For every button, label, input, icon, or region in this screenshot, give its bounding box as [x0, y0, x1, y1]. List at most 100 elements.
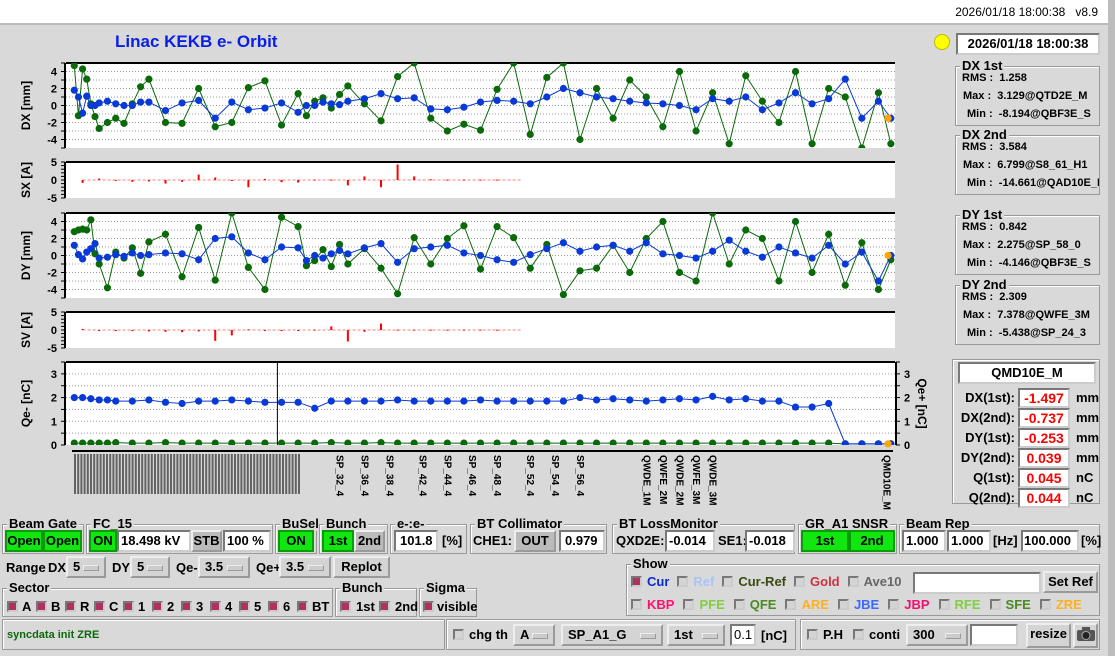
- show-kbp-checkbox[interactable]: KBP: [631, 597, 674, 612]
- x-tick-label-cluster: [269, 454, 272, 494]
- qem-range-select[interactable]: 3.5: [198, 556, 250, 578]
- rep-value-1: 1.000: [902, 530, 946, 552]
- sector-r-checkbox[interactable]: R: [65, 599, 89, 614]
- data-point: [460, 439, 468, 445]
- gr-2nd-button[interactable]: 2nd: [849, 530, 895, 552]
- bar: [280, 180, 283, 183]
- monitor-value: 0.044: [1018, 488, 1070, 508]
- bunch-1st-checkbox[interactable]: 1st: [340, 599, 375, 614]
- dx-range-select[interactable]: 5: [66, 556, 106, 578]
- chg-threshold-input[interactable]: 0.1: [730, 624, 756, 646]
- show-zre-checkbox[interactable]: ZRE: [1039, 597, 1082, 612]
- beam-gate-button-1[interactable]: Open: [5, 530, 43, 552]
- show-are-checkbox[interactable]: ARE: [785, 597, 829, 612]
- bunch-1st-button[interactable]: 1st: [322, 530, 354, 552]
- bar: [346, 180, 349, 186]
- status-text: syncdata init ZRE: [7, 629, 100, 641]
- camera-button[interactable]: [1073, 623, 1098, 648]
- data-point: [808, 439, 816, 445]
- checkbox-icon: [423, 601, 434, 612]
- show-pfe-checkbox[interactable]: PFE: [683, 597, 725, 612]
- chart-q: 0 0 1 1 2 2 3 3 Qe- [nC] Qe+ [nC] SP_32_4 SP_36_4 SP…: [19, 361, 929, 510]
- show-cur-ref-checkbox[interactable]: Cur-Ref: [722, 574, 786, 589]
- data-point: [841, 281, 849, 289]
- replot-button[interactable]: Replot: [333, 556, 390, 578]
- beam-gate-button-2[interactable]: Open: [43, 530, 82, 552]
- sector-3-checkbox[interactable]: 3: [181, 599, 203, 614]
- data-point: [78, 109, 87, 117]
- gr-1st-button[interactable]: 1st: [801, 530, 849, 552]
- qep-range-select[interactable]: 3.5: [279, 556, 331, 578]
- fc15-voltage: 18.498 kV: [117, 530, 191, 552]
- data-point: [103, 97, 112, 105]
- chg-sector-select[interactable]: A: [513, 624, 555, 646]
- data-point: [137, 98, 145, 106]
- x-tick-label-cluster: [77, 454, 80, 494]
- sector-b-checkbox[interactable]: B: [36, 599, 60, 614]
- show-rfe-checkbox[interactable]: RFE: [938, 597, 981, 612]
- sector-c-checkbox[interactable]: C: [94, 599, 118, 614]
- data-point: [137, 269, 145, 277]
- data-point: [427, 397, 435, 405]
- monitor-unit: mm: [1076, 410, 1100, 425]
- conti-input[interactable]: [970, 624, 1018, 646]
- x-tick-label-cluster: [102, 454, 105, 494]
- conti-checkbox[interactable]: conti: [853, 627, 900, 642]
- data-point: [95, 396, 103, 404]
- sector-5-checkbox[interactable]: 5: [239, 599, 261, 614]
- chg-monitor-select[interactable]: SP_A1_G: [561, 624, 663, 646]
- qem-range-label: Qe-: [176, 560, 198, 575]
- data-point: [592, 243, 601, 251]
- resize-button[interactable]: resize: [1026, 623, 1071, 648]
- sector-2-checkbox[interactable]: 2: [152, 599, 174, 614]
- x-tick-label-cluster: [250, 454, 252, 494]
- x-tick-label-cluster: [186, 454, 188, 494]
- fc15-on-button[interactable]: ON: [89, 530, 117, 552]
- show-gold-checkbox[interactable]: Gold: [794, 574, 840, 589]
- collimator-out-button[interactable]: OUT: [514, 530, 556, 552]
- busel-on-button[interactable]: ON: [278, 530, 314, 552]
- selected-point: [884, 114, 892, 122]
- sector-4-checkbox[interactable]: 4: [210, 599, 232, 614]
- fc15-stb-button[interactable]: STB: [191, 530, 222, 552]
- show-jbp-checkbox[interactable]: JBP: [888, 597, 930, 612]
- data-point: [841, 260, 849, 268]
- bunch-2nd-button[interactable]: 2nd: [354, 530, 385, 552]
- data-point: [410, 245, 418, 253]
- dy-range-select[interactable]: 5: [130, 556, 170, 578]
- sector-6-checkbox[interactable]: 6: [268, 599, 290, 614]
- sector-1-checkbox[interactable]: 1: [123, 599, 145, 614]
- bunch-2nd-checkbox[interactable]: 2nd: [379, 599, 418, 614]
- x-tick-label-cluster: [256, 454, 259, 494]
- bar: [164, 180, 167, 184]
- sector-a-checkbox[interactable]: A: [7, 599, 31, 614]
- ref-input[interactable]: [913, 572, 1041, 594]
- data-point: [476, 251, 485, 260]
- checkbox-icon: [733, 599, 745, 610]
- show-ref-checkbox[interactable]: Ref: [677, 574, 714, 589]
- sector-bt-checkbox[interactable]: BT: [297, 599, 329, 614]
- y-tick-label: -2: [47, 118, 57, 130]
- data-point: [70, 393, 78, 402]
- show-ave10-checkbox[interactable]: Ave10: [847, 574, 901, 589]
- y-tick-label: 5: [51, 307, 57, 319]
- data-point: [294, 244, 302, 252]
- monitor-label: DX(2nd):: [960, 410, 1015, 425]
- ph-checkbox[interactable]: P.H: [807, 627, 843, 642]
- y-tick-label: 4: [51, 217, 58, 229]
- show-cur-checkbox[interactable]: Cur: [631, 574, 669, 589]
- data-point: [261, 77, 269, 85]
- x-tick-label: QWDE_3M: [707, 455, 718, 506]
- set-ref-button[interactable]: Set Ref: [1043, 571, 1098, 593]
- show-qfe-checkbox[interactable]: QFE: [733, 597, 776, 612]
- chg-th-checkbox[interactable]: chg th: [453, 627, 508, 642]
- data-point: [178, 439, 186, 445]
- conti-count-select[interactable]: 300: [906, 624, 968, 646]
- chg-bunch-select[interactable]: 1st: [667, 624, 725, 646]
- show-jbe-checkbox[interactable]: JBE: [837, 597, 879, 612]
- data-point: [443, 127, 451, 135]
- x-tick-label-cluster: [282, 454, 284, 494]
- show-sfe-checkbox[interactable]: SFE: [989, 597, 1031, 612]
- sigma-visible-checkbox[interactable]: visible: [423, 599, 477, 614]
- checkbox-icon: [297, 601, 308, 612]
